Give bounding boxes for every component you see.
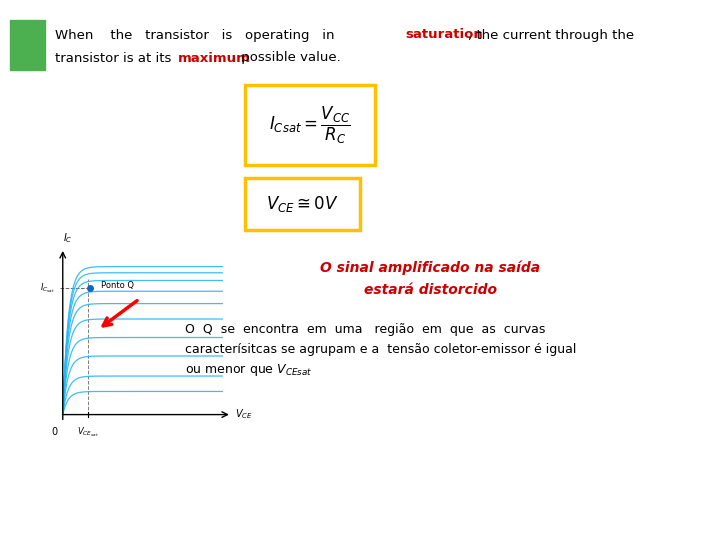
Text: transistor is at its: transistor is at its	[55, 51, 176, 64]
Text: possible value.: possible value.	[237, 51, 341, 64]
Text: Ponto Q: Ponto Q	[101, 281, 134, 289]
Text: maximum: maximum	[178, 51, 251, 64]
Text: $I_{C_{sat}}$: $I_{C_{sat}}$	[40, 281, 55, 295]
Text: caracterísitcas se agrupam e a  tensão coletor-emissor é igual: caracterísitcas se agrupam e a tensão co…	[185, 343, 577, 356]
Text: ou menor que $V_{CEsat}$: ou menor que $V_{CEsat}$	[185, 362, 312, 378]
Text: , the current through the: , the current through the	[468, 29, 634, 42]
Text: $V_{CE_{sat}}$: $V_{CE_{sat}}$	[77, 426, 99, 439]
Text: When    the   transistor   is   operating   in: When the transistor is operating in	[55, 29, 343, 42]
Text: $V_{CE}$: $V_{CE}$	[235, 408, 253, 422]
Text: $V_{CE} \cong 0V$: $V_{CE} \cong 0V$	[266, 194, 339, 214]
Text: $I_{Csat} = \dfrac{V_{CC}}{R_C}$: $I_{Csat} = \dfrac{V_{CC}}{R_C}$	[269, 104, 351, 146]
Text: $I_C$: $I_C$	[63, 231, 72, 245]
Text: O  Q  se  encontra  em  uma   região  em  que  as  curvas: O Q se encontra em uma região em que as …	[185, 323, 545, 336]
Text: estará distorcido: estará distorcido	[364, 283, 497, 297]
Text: 0: 0	[52, 427, 58, 437]
Text: O sinal amplificado na saída: O sinal amplificado na saída	[320, 261, 540, 275]
Text: saturation: saturation	[405, 29, 482, 42]
